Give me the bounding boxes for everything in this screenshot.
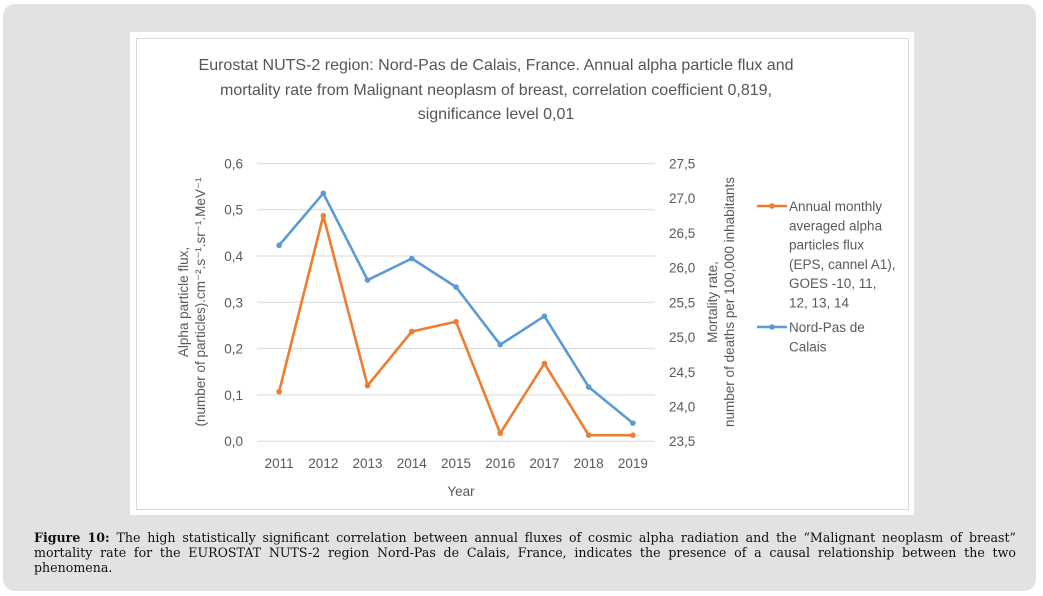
legend-label-line: Annual monthly bbox=[789, 199, 882, 214]
right-tick-label: 27,0 bbox=[669, 191, 695, 206]
data-point bbox=[364, 277, 371, 283]
legend-label-line: 12, 13, 14 bbox=[789, 296, 850, 311]
figure-panel: Eurostat NUTS-2 region: Nord-Pas de Cala… bbox=[3, 4, 1036, 591]
x-tick-label: 2018 bbox=[574, 456, 604, 471]
right-tick-label: 26,0 bbox=[669, 261, 695, 276]
left-axis-ticks: 0,0 0,1 0,2 0,3 0,4 0,5 0,6 bbox=[224, 156, 243, 449]
left-tick-label: 0,4 bbox=[224, 249, 243, 264]
legend-item: Annual monthly averaged alpha particles fl… bbox=[757, 199, 896, 311]
legend-label-line: GOES -10, 11, bbox=[789, 276, 877, 291]
data-point bbox=[276, 242, 282, 249]
data-point bbox=[541, 360, 548, 367]
left-tick-label: 0,2 bbox=[224, 342, 243, 357]
chart-title: Eurostat NUTS-2 region: Nord-Pas de Cala… bbox=[199, 57, 794, 123]
figure-caption: Figure 10: The high statistically signif… bbox=[34, 530, 1016, 575]
data-point bbox=[497, 430, 504, 437]
series-alpha-flux bbox=[276, 212, 636, 438]
legend-marker-point bbox=[769, 203, 775, 209]
x-tick-label: 2013 bbox=[353, 456, 383, 471]
chart-title-line: significance level 0,01 bbox=[418, 106, 575, 123]
x-tick-label: 2012 bbox=[308, 456, 338, 471]
legend: Annual monthly averaged alpha particles fl… bbox=[757, 199, 896, 354]
right-tick-label: 24,0 bbox=[669, 399, 695, 414]
data-point bbox=[453, 284, 459, 290]
right-tick-label: 25,0 bbox=[669, 330, 695, 345]
x-tick-label: 2014 bbox=[397, 456, 428, 471]
x-tick-label: 2011 bbox=[265, 456, 294, 471]
x-tick-label: 2017 bbox=[529, 456, 559, 471]
data-point bbox=[630, 420, 636, 426]
caption-label: Figure 10: bbox=[34, 530, 110, 545]
x-axis-ticks: 2011 2012 2013 2014 2015 2016 2017 2018 2019 bbox=[265, 456, 648, 471]
right-tick-label: 24,5 bbox=[669, 365, 695, 380]
left-axis-title-line: Alpha particle flux, bbox=[176, 247, 191, 357]
x-tick-label: 2019 bbox=[618, 456, 648, 471]
caption-text: The high statistically significant corre… bbox=[34, 530, 1016, 575]
right-axis-title-line: Mortality rate, bbox=[705, 261, 720, 343]
legend-item: Nord-Pas de Calais bbox=[757, 320, 865, 354]
data-point bbox=[364, 382, 371, 389]
legend-label-line: (EPS, cannel A1), bbox=[789, 257, 896, 272]
right-tick-label: 23,5 bbox=[669, 434, 695, 449]
left-tick-label: 0,5 bbox=[224, 203, 243, 218]
data-point bbox=[585, 432, 592, 438]
right-axis-ticks: 23,5 24,0 24,5 25,0 25,5 26,0 26,5 27,0 27,5 bbox=[669, 156, 695, 449]
chart-title-line: Eurostat NUTS-2 region: Nord-Pas de Cala… bbox=[199, 57, 794, 74]
data-point bbox=[541, 313, 548, 319]
data-point bbox=[408, 328, 415, 335]
series-mortality-rate bbox=[276, 190, 636, 426]
axis-titles: Year Alpha particle flux, (number of parti… bbox=[176, 177, 737, 499]
legend-label-line: Nord-Pas de bbox=[789, 320, 865, 335]
data-point bbox=[497, 341, 504, 348]
legend-marker-point bbox=[769, 324, 775, 330]
series-line bbox=[277, 192, 635, 425]
data-point bbox=[408, 255, 415, 262]
left-tick-label: 0,3 bbox=[224, 295, 243, 310]
right-tick-label: 25,5 bbox=[669, 295, 695, 310]
gridlines bbox=[257, 162, 655, 442]
chart-title-line: mortality rate from Malignant neoplasm o… bbox=[220, 82, 772, 99]
legend-label-line: averaged alpha bbox=[789, 218, 883, 233]
chart-area: Eurostat NUTS-2 region: Nord-Pas de Cala… bbox=[136, 38, 909, 510]
dual-axis-line-chart: Eurostat NUTS-2 region: Nord-Pas de Cala… bbox=[176, 57, 896, 499]
x-tick-label: 2016 bbox=[485, 456, 515, 471]
data-point bbox=[320, 190, 327, 197]
legend-label-line: Calais bbox=[789, 339, 827, 354]
left-tick-label: 0,0 bbox=[224, 434, 243, 449]
left-axis-title-line: (number of particles).cm⁻².s⁻¹.sr⁻¹.MeV⁻… bbox=[193, 177, 208, 427]
right-tick-label: 27,5 bbox=[669, 156, 695, 171]
data-point bbox=[320, 212, 327, 219]
series bbox=[276, 190, 636, 438]
data-point bbox=[585, 384, 592, 390]
data-point bbox=[630, 432, 636, 438]
data-point bbox=[453, 318, 459, 325]
left-tick-label: 0,6 bbox=[224, 156, 243, 171]
figure-image-frame: Eurostat NUTS-2 region: Nord-Pas de Cala… bbox=[130, 32, 914, 515]
right-axis-title-line: number of deaths per 100,000 inhabitants bbox=[722, 177, 737, 427]
right-tick-label: 26,5 bbox=[669, 226, 695, 241]
series-line bbox=[277, 214, 635, 437]
x-axis-title: Year bbox=[447, 484, 475, 499]
data-point bbox=[276, 388, 282, 395]
legend-label-line: particles flux bbox=[789, 238, 864, 253]
left-tick-label: 0,1 bbox=[224, 388, 243, 403]
x-tick-label: 2015 bbox=[441, 456, 471, 471]
